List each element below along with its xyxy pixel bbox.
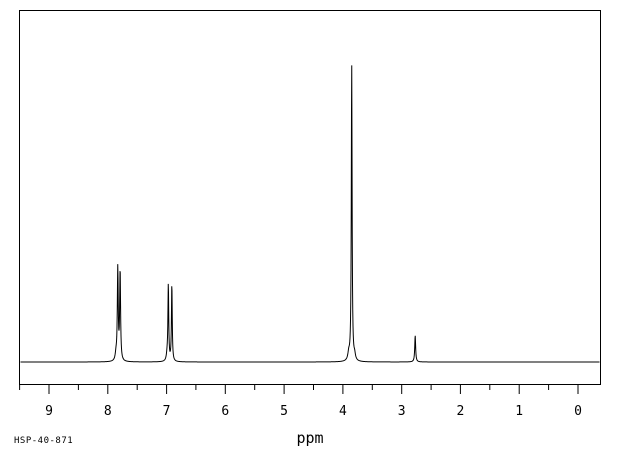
axis-tick-label: 4 bbox=[339, 404, 347, 419]
axis-tick-label: 2 bbox=[456, 404, 464, 419]
axis-tick-label: 3 bbox=[398, 404, 406, 419]
axis-tick-label-group: 9 8 7 6 5 4 3 2 1 0 bbox=[45, 404, 582, 419]
spectrum-trace bbox=[20, 65, 600, 363]
axis-tick-label: 6 bbox=[221, 404, 229, 419]
axis-tick-label: 0 bbox=[574, 404, 582, 419]
axis-tick-label: 5 bbox=[280, 404, 288, 419]
axis-tick-label: 7 bbox=[163, 404, 171, 419]
axis-tick-label: 8 bbox=[104, 404, 112, 419]
x-axis-title: ppm bbox=[296, 429, 323, 447]
axis-tick-group bbox=[19, 385, 579, 394]
plot-frame bbox=[19, 10, 601, 385]
axis-tick-label: 1 bbox=[515, 404, 523, 419]
sample-label: HSP-40-871 bbox=[14, 436, 73, 446]
axis-tick-label: 9 bbox=[45, 404, 53, 419]
